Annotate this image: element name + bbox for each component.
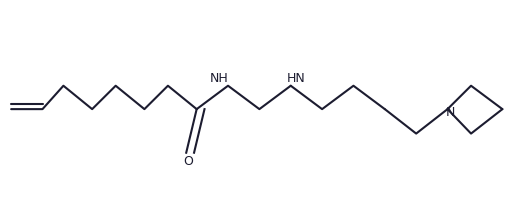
Text: N: N [445, 106, 455, 119]
Text: O: O [183, 155, 193, 168]
Text: HN: HN [287, 72, 305, 85]
Text: NH: NH [210, 72, 228, 85]
